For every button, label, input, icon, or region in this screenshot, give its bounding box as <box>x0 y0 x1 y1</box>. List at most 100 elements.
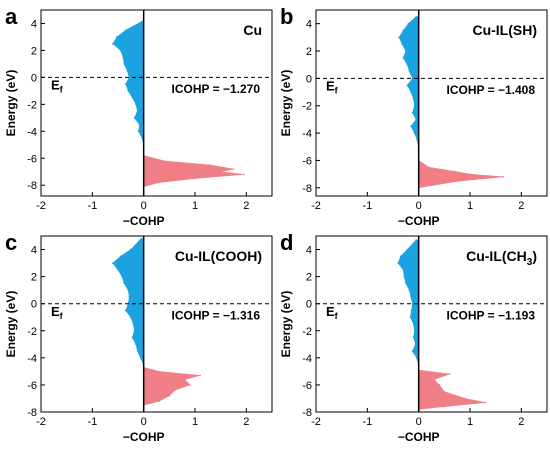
cohp-point <box>183 378 186 381</box>
cohp-point <box>407 22 410 25</box>
cohp-point <box>133 117 136 119</box>
y-axis-title: Energy (eV) <box>4 291 18 358</box>
cohp-point <box>502 176 505 178</box>
y-axis-title: Energy (eV) <box>279 291 293 358</box>
cohp-point <box>397 262 399 264</box>
cohp-point <box>408 70 411 73</box>
icohp-annotation: ICOHP = −1.270 <box>172 82 261 96</box>
cohp-point <box>141 137 143 139</box>
cohp-point <box>464 397 466 400</box>
cohp-point <box>137 130 140 133</box>
cohp-point <box>410 91 412 93</box>
cohp-point <box>403 275 406 278</box>
x-tick-label: 2 <box>243 416 249 428</box>
cohp-point <box>411 111 414 114</box>
cohp-point <box>136 110 139 112</box>
x-tick-label: -2 <box>311 200 321 212</box>
fermi-label-main: E <box>51 78 60 93</box>
cohp-point <box>112 42 114 45</box>
cohp-point <box>140 237 142 240</box>
system-label-end: ) <box>532 248 537 264</box>
cohp-point <box>443 390 446 393</box>
x-tick-label: -1 <box>362 416 372 428</box>
system-label-main: Cu-IL(CH <box>466 248 527 264</box>
cohp-point <box>232 168 235 170</box>
x-tick-label: -2 <box>311 416 321 428</box>
fermi-label: Ef <box>51 304 64 321</box>
cohp-point <box>433 184 435 186</box>
x-tick-label: 0 <box>141 200 147 212</box>
panel-letter: d <box>280 230 293 255</box>
y-tick-label: -2 <box>27 99 37 111</box>
x-axis-title: −COHP <box>123 214 165 228</box>
cohp-point <box>402 29 405 32</box>
y-tick-label: -4 <box>302 353 312 365</box>
cohp-point <box>405 282 407 285</box>
cohp-point <box>131 96 134 99</box>
x-tick-label: 0 <box>141 416 147 428</box>
cohp-point <box>469 173 471 175</box>
cohp-area-negative <box>397 239 419 365</box>
y-tick-label: -6 <box>27 380 37 392</box>
panel-letter: c <box>5 230 17 255</box>
cohp-point <box>133 329 136 332</box>
cohp-point <box>409 316 412 319</box>
cohp-point <box>242 173 245 176</box>
cohp-point <box>401 43 404 45</box>
cohp-point <box>139 357 142 359</box>
cohp-point <box>124 309 127 312</box>
cohp-point <box>411 302 414 305</box>
x-axis-title: −COHP <box>123 430 165 444</box>
cohp-point <box>128 296 131 298</box>
x-tick-label: 2 <box>518 200 524 212</box>
icohp-annotation: ICOHP = −1.193 <box>447 308 536 322</box>
cohp-point <box>173 389 176 392</box>
x-tick-label: -1 <box>87 416 97 428</box>
y-tick-label: -2 <box>27 326 37 338</box>
y-tick-label: 0 <box>306 73 312 85</box>
y-tick-label: -8 <box>302 183 312 195</box>
cohp-point <box>124 83 127 85</box>
y-tick-label: -4 <box>27 353 37 365</box>
cohp-point <box>219 170 222 173</box>
cohp-point <box>448 373 451 375</box>
cohp-point <box>199 374 201 377</box>
system-label-subscript: 3 <box>527 257 533 268</box>
cohp-point <box>406 248 409 251</box>
cohp-point <box>410 309 413 312</box>
cohp-point <box>127 90 130 92</box>
y-tick-label: 2 <box>306 46 312 58</box>
panel-a: -2 -1 0 1 2 -8 -6 -4 -2 0 2 4 −COHP Energy (eV) a Cu ICO… <box>4 4 273 228</box>
cohp-point <box>453 170 456 173</box>
fermi-label-subscript: f <box>335 86 339 96</box>
cohp-point <box>130 316 132 319</box>
cohp-point <box>126 69 129 72</box>
cohp-point <box>130 248 132 251</box>
y-tick-label: 4 <box>31 245 37 257</box>
y-tick-label: -8 <box>27 180 37 192</box>
y-tick-label: 0 <box>31 72 37 84</box>
cohp-point <box>415 16 417 18</box>
cohp-point <box>398 36 400 39</box>
cohp-point <box>413 104 416 107</box>
plot-frame <box>40 9 273 197</box>
fermi-label-subscript: f <box>60 85 64 95</box>
icohp-annotation: ICOHP = −1.316 <box>172 308 261 322</box>
cohp-point <box>410 125 412 128</box>
cohp-point <box>408 289 411 291</box>
y-tick-label: -6 <box>302 155 312 167</box>
fermi-label-main: E <box>51 304 60 319</box>
cohp-point <box>405 50 407 52</box>
x-axis-title: −COHP <box>398 430 440 444</box>
y-tick-label: 0 <box>306 299 312 311</box>
x-tick-label: 0 <box>416 200 422 212</box>
x-tick-label: 1 <box>467 200 473 212</box>
y-tick-label: 4 <box>306 19 312 31</box>
icohp-annotation: ICOHP = −1.408 <box>447 83 536 97</box>
x-axis-title: −COHP <box>398 214 440 228</box>
cohp-point <box>406 63 409 66</box>
x-tick-label: -2 <box>36 416 46 428</box>
cohp-area-positive <box>143 155 244 187</box>
cohp-point <box>158 400 160 402</box>
x-tick-label: -1 <box>87 200 97 212</box>
